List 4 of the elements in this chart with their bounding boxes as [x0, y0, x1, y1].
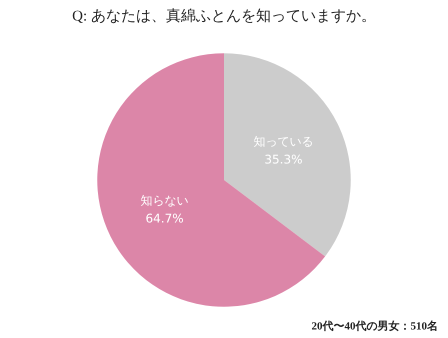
slice-label: 知らない: [140, 194, 189, 208]
text: 20代〜40代の男女：510名: [312, 320, 438, 332]
data-label: 64.7%: [146, 212, 184, 226]
chart-title: Q: あなたは、真綿ふとんを知っていますか。: [72, 8, 376, 24]
